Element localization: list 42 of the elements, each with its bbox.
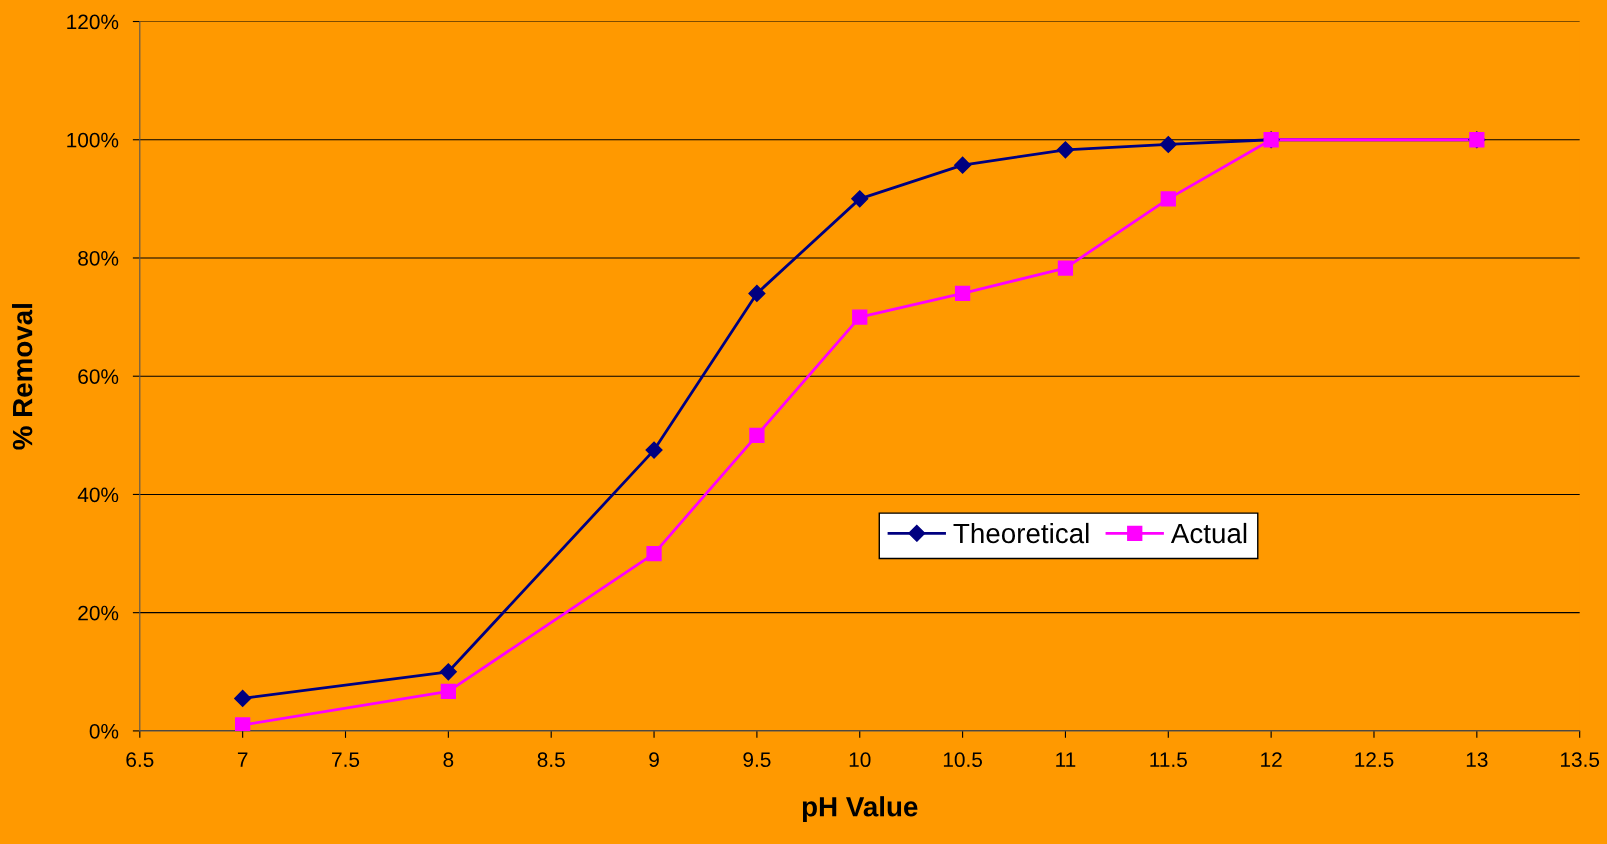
point [440, 683, 456, 699]
point [851, 190, 869, 208]
x-tick-label: 8.5 [537, 752, 565, 768]
y-tick-label: 0% [89, 723, 119, 739]
point [439, 663, 457, 681]
x-tick-label: 10 [849, 752, 871, 768]
point [1056, 141, 1074, 159]
x-tick-label: 9 [649, 752, 659, 768]
x-tick-label: 8 [443, 752, 454, 768]
point [954, 156, 972, 174]
x-axis-title: pH Value [802, 796, 918, 823]
point [954, 285, 971, 302]
x-tick-label: 7 [237, 752, 248, 767]
x-tick-label: 13 [1466, 752, 1488, 768]
point [645, 441, 663, 459]
point [1057, 260, 1074, 276]
y-tick-label: 20% [78, 605, 119, 621]
point [748, 284, 766, 303]
y-tick-label: 120% [67, 14, 119, 30]
y-tick-label: 100% [67, 132, 119, 148]
x-tick-label: 6.5 [126, 752, 154, 768]
y-tick-label: 40% [77, 487, 119, 503]
point [852, 309, 868, 325]
point [235, 717, 251, 731]
legend-label: Theoretical [953, 522, 1089, 544]
point [234, 689, 252, 707]
legend-label: Actual [1170, 522, 1247, 544]
x-tick-label: 12.5 [1355, 752, 1394, 768]
x-tick-label: 13.5 [1561, 752, 1600, 768]
point [646, 545, 662, 562]
x-tick-label: 7.5 [332, 752, 360, 768]
point [1160, 191, 1176, 207]
x-tick-label: 10.5 [943, 752, 982, 768]
y-tick-label: 60% [78, 369, 119, 384]
y-tick-label: 80% [78, 250, 119, 266]
x-tick-label: 12 [1261, 752, 1282, 767]
point [1159, 135, 1177, 154]
x-tick-label: 11 [1056, 752, 1076, 767]
point [749, 427, 765, 443]
x-tick-label: 11.5 [1150, 752, 1187, 768]
y-axis-title: % Removal [12, 304, 33, 450]
x-tick-label: 9.5 [743, 752, 771, 768]
